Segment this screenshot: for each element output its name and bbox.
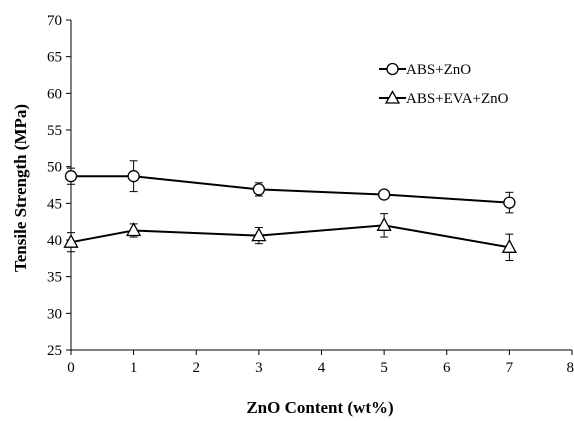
- data-point-circle: [64, 170, 78, 183]
- y-tick-label: 45: [47, 196, 62, 212]
- legend-label-abs-zno: ABS+ZnO: [406, 62, 471, 78]
- x-tick-label: 8: [567, 360, 574, 376]
- x-tick-label: 0: [67, 360, 75, 376]
- legend-marker-triangle: [384, 90, 401, 104]
- y-axis-title: Tensile Strength (MPa): [11, 104, 30, 272]
- y-tick-label: 70: [47, 13, 62, 29]
- y-tick-label: 50: [47, 160, 62, 176]
- series-abs-zno: [64, 160, 516, 214]
- x-tick-label: 5: [380, 360, 388, 376]
- x-tick-label: 1: [130, 360, 138, 376]
- x-tick-label: 6: [443, 360, 451, 376]
- y-tick-label: 55: [47, 123, 62, 139]
- x-tick-label: 3: [255, 360, 263, 376]
- x-ticks: 0 1 2 3 4 5 6 7 8: [67, 350, 574, 376]
- y-tick-label: 65: [47, 50, 62, 66]
- data-point-triangle: [501, 238, 517, 253]
- y-ticks: 25 30 35 40 45 50 55 60 65 70: [47, 13, 71, 359]
- y-tick-label: 25: [47, 343, 62, 359]
- y-tick-label: 60: [47, 86, 62, 102]
- axes: [70, 20, 572, 351]
- data-point-circle: [252, 183, 266, 196]
- data-point-triangle: [126, 222, 142, 237]
- legend-item-abs-eva-zno: ABS+EVA+ZnO: [379, 90, 509, 107]
- data-point-circle: [377, 188, 391, 201]
- series-group: [63, 160, 517, 262]
- data-point-circle: [503, 196, 516, 209]
- legend: ABS+ZnO ABS+EVA+ZnO: [379, 62, 509, 107]
- y-tick-label: 30: [47, 306, 62, 322]
- data-point-triangle: [63, 233, 79, 248]
- data-point-circle: [127, 170, 140, 183]
- x-axis-title: ZnO Content (wt%): [246, 398, 393, 417]
- y-tick-label: 35: [47, 270, 62, 286]
- x-tick-label: 7: [506, 360, 514, 376]
- x-tick-label: 4: [318, 360, 326, 376]
- y-tick-label: 40: [47, 233, 62, 249]
- data-point-triangle: [376, 216, 392, 231]
- data-point-triangle: [251, 227, 267, 242]
- series-abs-eva-zno: [63, 213, 517, 262]
- legend-label-abs-eva-zno: ABS+EVA+ZnO: [406, 91, 509, 107]
- legend-item-abs-zno: ABS+ZnO: [379, 62, 471, 78]
- legend-marker-circle: [386, 62, 399, 76]
- x-tick-label: 2: [193, 360, 201, 376]
